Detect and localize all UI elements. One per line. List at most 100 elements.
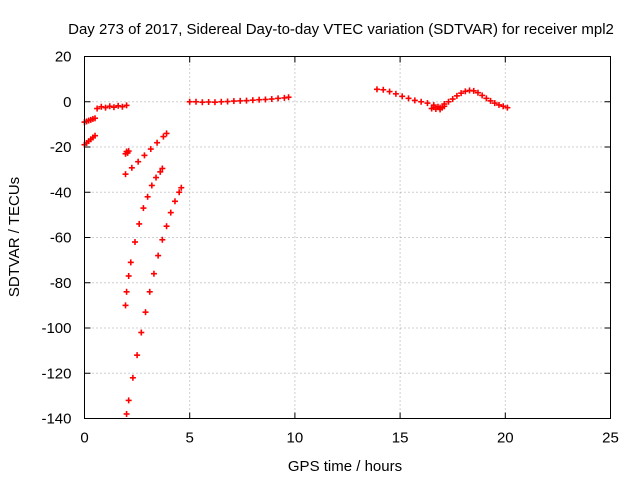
data-point	[123, 410, 130, 417]
data-point	[380, 86, 387, 93]
y-tick-label: -60	[50, 230, 72, 247]
data-point	[160, 133, 167, 140]
data-point	[157, 168, 164, 175]
y-tick-label: 20	[55, 49, 72, 66]
data-point	[405, 95, 412, 102]
chart-title: Day 273 of 2017, Sidereal Day-to-day VTE…	[68, 21, 614, 38]
data-point	[500, 103, 507, 110]
axis-tick-labels: 0 5 10 15 20 25 20 0 -20 -40 -60 -80 -100 -120 -140	[41, 49, 618, 447]
data-point	[211, 99, 218, 106]
x-tick-label: 0	[80, 430, 88, 447]
data-point	[386, 88, 393, 95]
data-point	[285, 94, 292, 101]
data-point	[167, 209, 174, 216]
y-tick-label: -120	[41, 365, 71, 382]
data-point	[441, 103, 448, 110]
data-point	[159, 236, 166, 243]
data-point	[129, 374, 136, 381]
y-tick-label: -140	[41, 411, 71, 428]
x-tick-label: 20	[497, 430, 514, 447]
x-tick-label: 25	[602, 430, 619, 447]
y-tick-label: -40	[50, 184, 72, 201]
data-point	[125, 148, 132, 155]
data-point	[94, 105, 101, 112]
data-point	[144, 193, 151, 200]
data-point	[418, 98, 425, 105]
data-point	[141, 152, 148, 159]
data-point	[171, 198, 178, 205]
data-point	[373, 86, 380, 93]
data-point	[110, 104, 117, 111]
data-point	[399, 93, 406, 100]
y-axis-label: SDTVAR / TECUs	[6, 177, 23, 297]
data-point	[504, 104, 511, 111]
data-point	[462, 88, 469, 95]
data-point	[163, 223, 170, 230]
data-point	[495, 101, 502, 108]
data-point	[392, 90, 399, 97]
data-point	[128, 164, 135, 171]
data-point	[125, 272, 132, 279]
data-point	[102, 104, 109, 111]
data-point	[479, 92, 486, 99]
data-point	[115, 102, 122, 109]
data-point	[268, 96, 275, 103]
data-point	[155, 252, 162, 259]
data-point	[123, 102, 130, 109]
data-point	[142, 309, 149, 316]
data-point	[106, 103, 113, 110]
data-point	[218, 98, 225, 105]
data-point	[176, 189, 183, 196]
data-point	[125, 397, 132, 404]
data-point	[470, 87, 477, 94]
data-point	[458, 90, 465, 97]
data-point	[262, 96, 269, 103]
data-points	[81, 86, 511, 417]
data-point	[193, 98, 200, 105]
x-tick-label: 15	[392, 430, 409, 447]
x-axis-label: GPS time / hours	[288, 458, 402, 475]
data-point	[199, 99, 206, 106]
axis-ticks	[84, 56, 611, 419]
data-point	[146, 288, 153, 295]
data-point	[122, 171, 129, 178]
data-point	[243, 97, 250, 104]
data-point	[453, 92, 460, 99]
data-point	[230, 98, 237, 105]
data-point	[154, 139, 161, 146]
data-point	[249, 97, 256, 104]
data-point	[138, 329, 145, 336]
data-point	[136, 220, 143, 227]
data-point	[205, 98, 212, 105]
data-point	[150, 270, 157, 277]
data-point	[147, 146, 154, 153]
x-tick-label: 5	[186, 430, 194, 447]
grid	[84, 56, 611, 419]
data-point	[134, 352, 141, 359]
data-point	[92, 132, 99, 139]
data-point	[491, 100, 498, 107]
data-point	[98, 103, 105, 110]
data-point	[163, 130, 170, 137]
y-tick-label: -80	[50, 275, 72, 292]
data-point	[119, 103, 126, 110]
data-point	[186, 98, 193, 105]
data-point	[483, 95, 490, 102]
data-point	[178, 184, 185, 191]
data-point	[237, 97, 244, 104]
data-point	[474, 89, 481, 96]
data-point	[159, 165, 166, 172]
data-point	[135, 158, 142, 165]
data-point	[411, 97, 418, 104]
y-tick-label: -100	[41, 320, 71, 337]
data-point	[445, 98, 452, 105]
data-point	[449, 96, 456, 103]
data-point	[92, 115, 99, 122]
data-point	[127, 259, 134, 266]
data-point	[140, 205, 147, 212]
data-point	[153, 174, 160, 181]
data-point	[256, 96, 263, 103]
data-point	[424, 100, 431, 107]
y-tick-label: -20	[50, 139, 72, 156]
